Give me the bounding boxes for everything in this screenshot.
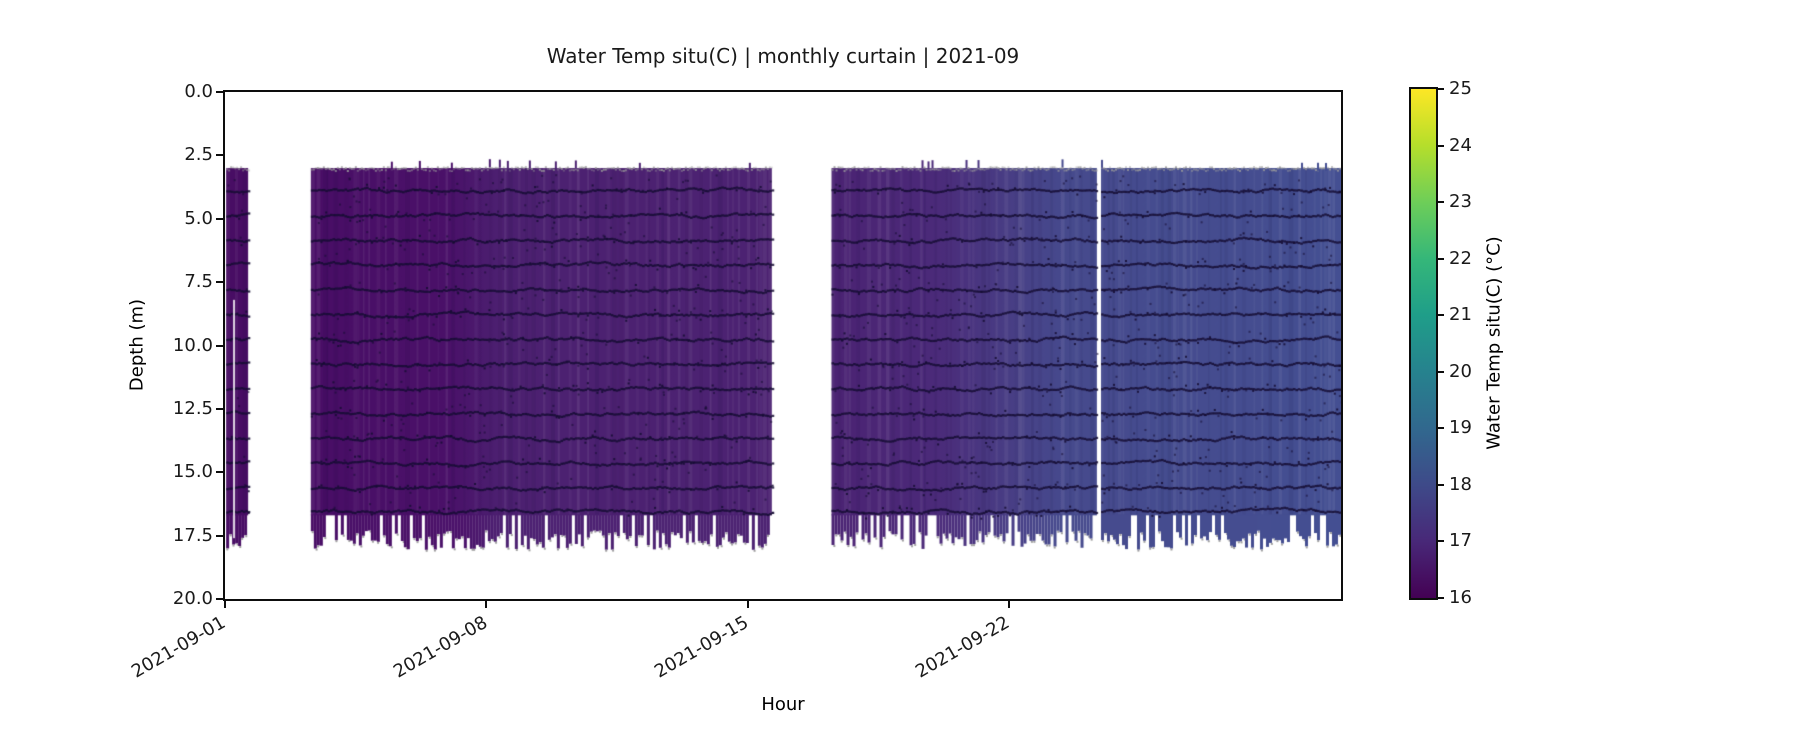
colorbar-ticklabel: 25 xyxy=(1449,78,1472,99)
x-ticklabel: 2021-09-15 xyxy=(650,612,753,683)
y-axis-title: Depth (m) xyxy=(126,298,148,392)
y-ticklabel: 2.5 xyxy=(184,144,213,166)
y-ticklabel: 0.0 xyxy=(184,81,213,102)
plot-title: Water Temp situ(C) | monthly curtain | 2… xyxy=(546,44,1020,68)
colorbar-ticklabel: 16 xyxy=(1449,587,1472,608)
colorbar-ticklabel: 22 xyxy=(1449,247,1472,269)
y-ticklabel: 7.5 xyxy=(184,271,213,293)
y-ticklabel: 20.0 xyxy=(172,588,213,609)
colorbar-ticklabel: 23 xyxy=(1449,191,1472,213)
colorbar-ticklabel: 24 xyxy=(1449,134,1472,156)
y-ticklabel: 5.0 xyxy=(184,207,213,229)
colorbar-ticklabel: 19 xyxy=(1449,417,1472,439)
x-ticklabel: 2021-09-01 xyxy=(128,612,230,683)
colorbar-ticklabel: 20 xyxy=(1449,360,1472,382)
y-ticklabel: 15.0 xyxy=(172,461,213,483)
plot-area xyxy=(223,90,1343,601)
x-axis-title: Hour xyxy=(761,694,805,715)
y-ticklabel: 12.5 xyxy=(172,397,213,419)
colorbar-ticklabel: 18 xyxy=(1449,473,1472,495)
y-ticklabel: 17.5 xyxy=(172,524,213,546)
x-ticklabel: 2021-09-08 xyxy=(389,612,491,683)
colorbar-ticklabel: 17 xyxy=(1449,530,1472,552)
x-ticklabel: 2021-09-22 xyxy=(912,612,1014,683)
colorbar xyxy=(1409,87,1438,600)
colorbar-axis-title: Water Temp situ(C) (°C) xyxy=(1483,236,1505,450)
colorbar-ticklabel: 21 xyxy=(1449,304,1472,326)
curtain-canvas xyxy=(225,92,1341,599)
